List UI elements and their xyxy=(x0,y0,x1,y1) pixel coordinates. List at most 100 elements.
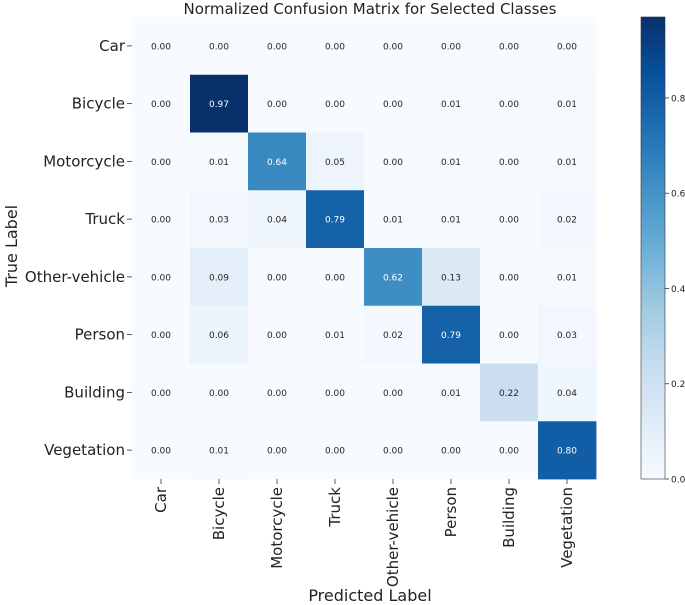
heatmap-cell-4-6 xyxy=(480,248,539,307)
cell-value-6-3: 0.00 xyxy=(325,389,345,399)
cell-value-6-1: 0.00 xyxy=(209,389,229,399)
heatmap-cell-2-3 xyxy=(306,132,365,191)
colorbar-tick-label-4: 0.8 xyxy=(671,94,685,104)
cell-value-4-7: 0.01 xyxy=(557,273,577,283)
cell-value-4-6: 0.00 xyxy=(499,273,519,283)
heatmap-cell-6-4 xyxy=(364,363,423,422)
heatmap-cell-0-2 xyxy=(248,17,307,76)
cell-value-5-7: 0.03 xyxy=(557,331,577,341)
y-axis: Car Bicycle Motorcycle Truck Other-vehicle Pe… xyxy=(25,37,132,459)
y-tick-label-1: Bicycle xyxy=(72,95,125,113)
heatmap-cell-0-3 xyxy=(306,17,365,76)
heatmap-cell-3-1 xyxy=(190,190,249,249)
cell-value-1-4: 0.00 xyxy=(383,100,403,110)
heatmap-cell-5-7 xyxy=(538,305,597,364)
cell-value-2-5: 0.01 xyxy=(441,158,461,168)
x-tick-label-2: Motorcycle xyxy=(268,487,286,569)
cell-value-4-0: 0.00 xyxy=(151,273,171,283)
heatmap-cell-3-2 xyxy=(248,190,307,249)
x-tick-label-1: Bicycle xyxy=(210,487,228,540)
heatmap-cell-3-0 xyxy=(132,190,191,249)
cell-value-0-3: 0.00 xyxy=(325,42,345,52)
heatmap-cell-2-0 xyxy=(132,132,191,191)
cell-value-5-4: 0.02 xyxy=(383,331,403,341)
cell-value-4-1: 0.09 xyxy=(209,273,229,283)
x-tick-label-4: Other-vehicle xyxy=(384,487,402,587)
heatmap-cell-0-4 xyxy=(364,17,423,76)
cell-value-1-1: 0.97 xyxy=(209,100,229,110)
heatmap-cell-6-0 xyxy=(132,363,191,422)
heatmap-cells xyxy=(132,17,597,480)
cell-value-6-7: 0.04 xyxy=(557,389,577,399)
cell-value-7-2: 0.00 xyxy=(267,447,287,457)
heatmap-cell-4-5 xyxy=(422,248,481,307)
cell-value-1-7: 0.01 xyxy=(557,100,577,110)
heatmap-cell-5-2 xyxy=(248,305,307,364)
heatmap-cell-4-3 xyxy=(306,248,365,307)
cell-value-3-5: 0.01 xyxy=(441,216,461,226)
cell-value-0-6: 0.00 xyxy=(499,42,519,52)
cell-value-3-2: 0.04 xyxy=(267,216,287,226)
y-tick-label-2: Motorcycle xyxy=(43,152,125,170)
cell-value-4-2: 0.00 xyxy=(267,273,287,283)
heatmap-cell-3-3 xyxy=(306,190,365,249)
cell-value-7-3: 0.00 xyxy=(325,447,345,457)
heatmap-cell-7-0 xyxy=(132,421,191,480)
cell-value-5-0: 0.00 xyxy=(151,331,171,341)
cell-value-0-5: 0.00 xyxy=(441,42,461,52)
cell-value-0-7: 0.00 xyxy=(557,42,577,52)
heatmap-cell-1-7 xyxy=(538,74,597,133)
heatmap-cell-7-3 xyxy=(306,421,365,480)
heatmap-cell-1-3 xyxy=(306,74,365,133)
cell-value-0-2: 0.00 xyxy=(267,42,287,52)
heatmap-cell-4-2 xyxy=(248,248,307,307)
cell-value-6-4: 0.00 xyxy=(383,389,403,399)
y-tick-label-5: Person xyxy=(75,326,125,344)
heatmap-cell-4-1 xyxy=(190,248,249,307)
y-tick-label-3: Truck xyxy=(84,210,125,228)
cell-value-7-7: 0.80 xyxy=(557,447,577,457)
cell-value-3-4: 0.01 xyxy=(383,216,403,226)
heatmap-cell-5-6 xyxy=(480,305,539,364)
cell-value-5-6: 0.00 xyxy=(499,331,519,341)
x-tick-label-6: Building xyxy=(500,487,518,548)
heatmap-cell-7-7 xyxy=(538,421,597,480)
cell-value-3-3: 0.79 xyxy=(325,216,345,226)
x-tick-label-7: Vegetation xyxy=(558,487,576,568)
heatmap-cell-6-2 xyxy=(248,363,307,422)
cell-value-7-5: 0.00 xyxy=(441,447,461,457)
x-tick-label-3: Truck xyxy=(326,487,344,528)
colorbar-tick-label-0: 0.0 xyxy=(671,476,685,486)
heatmap-cell-1-0 xyxy=(132,74,191,133)
cell-value-3-7: 0.02 xyxy=(557,216,577,226)
heatmap-cell-3-7 xyxy=(538,190,597,249)
x-tick-label-0: Car xyxy=(152,486,170,513)
cell-value-6-6: 0.22 xyxy=(499,389,519,399)
heatmap-cell-0-0 xyxy=(132,17,191,76)
heatmap-cell-0-7 xyxy=(538,17,597,76)
heatmap-cell-7-4 xyxy=(364,421,423,480)
cell-value-6-5: 0.01 xyxy=(441,389,461,399)
heatmap-cell-6-5 xyxy=(422,363,481,422)
cell-value-3-6: 0.00 xyxy=(499,216,519,226)
cell-value-3-1: 0.03 xyxy=(209,216,229,226)
heatmap-cell-6-3 xyxy=(306,363,365,422)
heatmap-cell-0-5 xyxy=(422,17,481,76)
heatmap-cell-7-6 xyxy=(480,421,539,480)
cell-value-2-7: 0.01 xyxy=(557,158,577,168)
cell-value-4-4: 0.62 xyxy=(383,273,403,283)
heatmap-cell-4-7 xyxy=(538,248,597,307)
cell-value-1-3: 0.00 xyxy=(325,100,345,110)
heatmap-cell-2-6 xyxy=(480,132,539,191)
cell-value-2-6: 0.00 xyxy=(499,158,519,168)
colorbar-tick-label-1: 0.2 xyxy=(671,380,685,390)
cell-value-7-0: 0.00 xyxy=(151,447,171,457)
heatmap-cell-2-2 xyxy=(248,132,307,191)
cell-value-5-3: 0.01 xyxy=(325,331,345,341)
colorbar-ticks: 0.0 0.2 0.4 0.6 0.8 xyxy=(665,94,685,486)
heatmap-cell-3-4 xyxy=(364,190,423,249)
heatmap-cell-2-7 xyxy=(538,132,597,191)
heatmap-cell-1-4 xyxy=(364,74,423,133)
cell-value-1-5: 0.01 xyxy=(441,100,461,110)
